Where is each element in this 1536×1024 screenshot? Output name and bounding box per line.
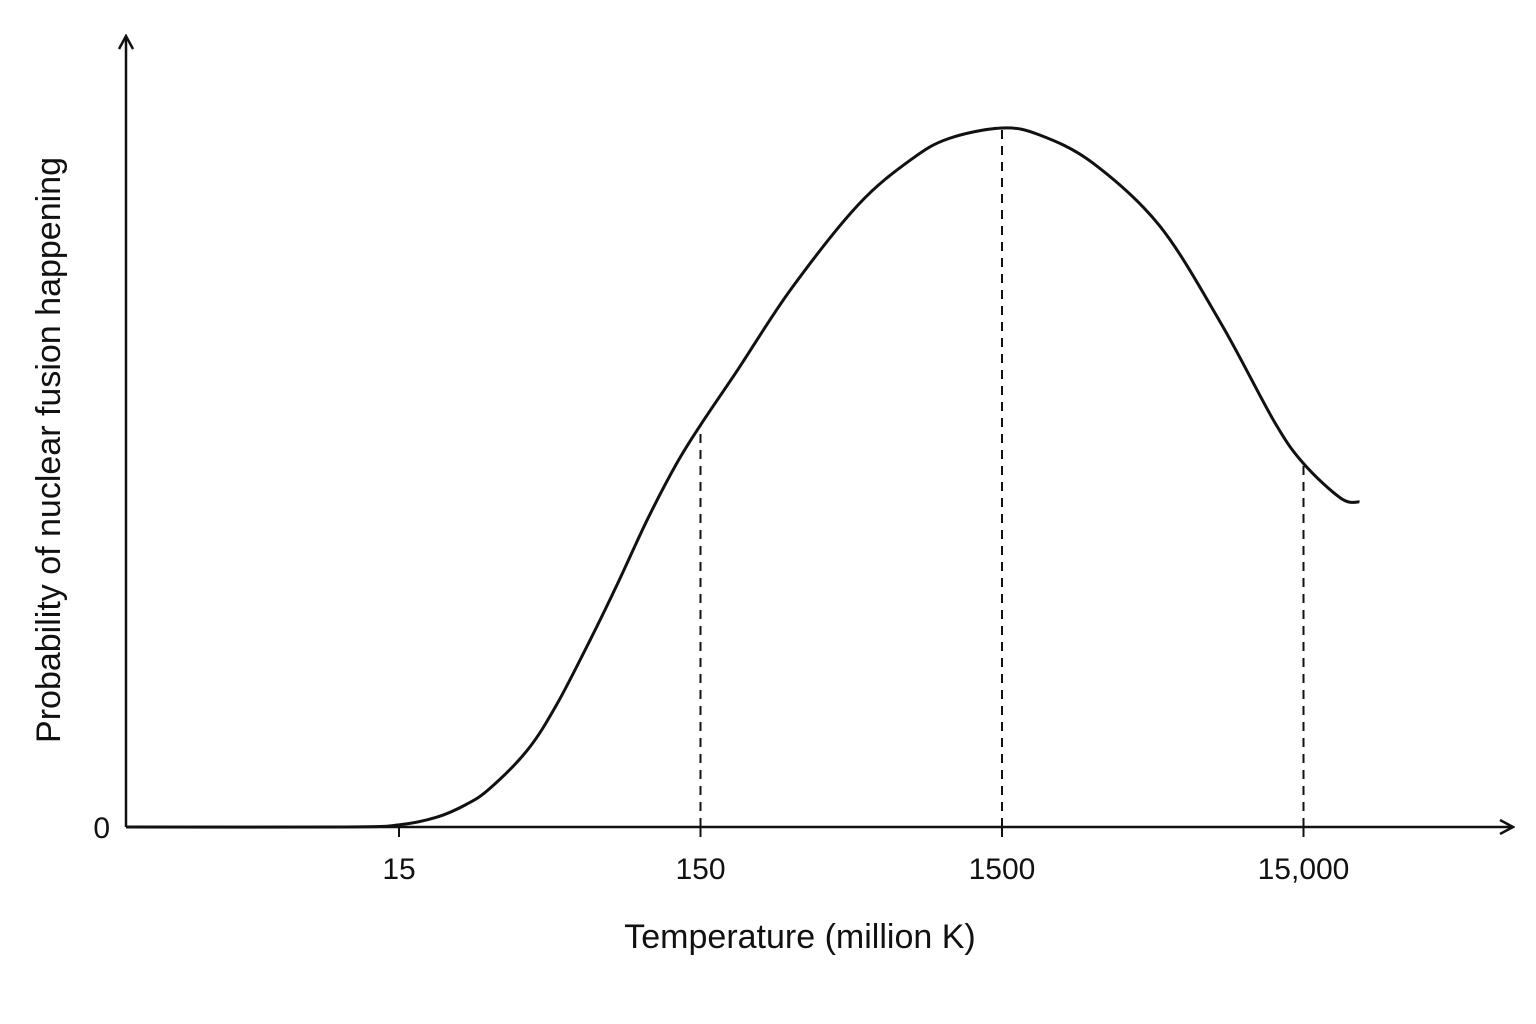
x-tick-label: 1500 [969, 853, 1036, 886]
x-axis-ticks: 15 150 1500 15,000 [382, 827, 1349, 886]
reference-lines [699, 128, 1305, 827]
x-tick-label: 150 [675, 853, 725, 886]
y-tick-label: 0 [93, 812, 110, 845]
probability-curve [125, 126, 1360, 829]
y-axis-title: Probability of nuclear fusion happening [30, 157, 68, 743]
x-axis-title: Temperature (million K) [624, 918, 975, 956]
x-tick-label: 15 [382, 853, 415, 886]
x-tick-label: 15,000 [1258, 853, 1350, 886]
y-axis-ticks: 0 [93, 812, 110, 845]
